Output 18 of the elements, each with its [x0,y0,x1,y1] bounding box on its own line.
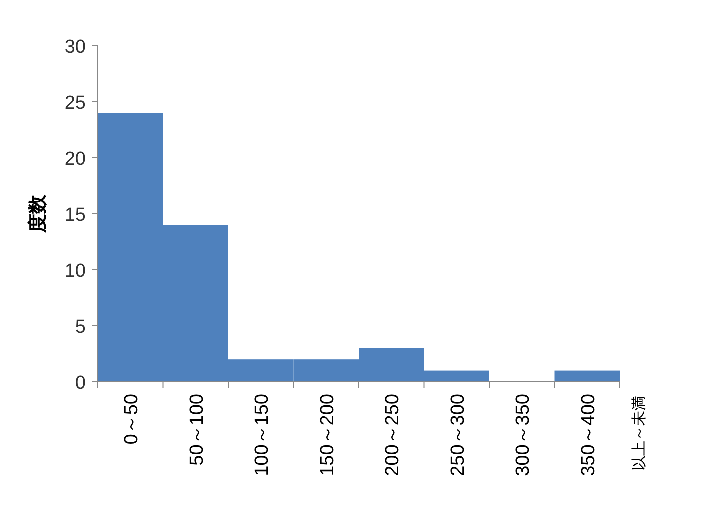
x-tick-label: 300～350 [513,394,534,476]
x-tick-label: 250～300 [448,394,469,476]
y-tick-label: 20 [64,149,86,170]
bar [554,370,620,382]
x-tick-label: 350～400 [578,394,600,476]
y-tick-label: 5 [75,317,86,338]
y-tick-label: 0 [75,373,86,394]
x-tick-label: 100～150 [252,394,274,476]
text: 以上～未満 [631,396,648,471]
y-axis-title: 度数 [27,194,49,234]
y-tick-label: 10 [64,261,86,282]
y-tick-label: 30 [64,37,86,58]
x-tick-label: 150～200 [317,394,338,476]
x-tick-label: 200～250 [382,394,404,476]
y-tick-label: 25 [64,93,86,114]
y-tick-label: 15 [64,205,86,226]
x-tick-label: 0～50 [122,394,143,445]
x-tick-label: 50～100 [186,394,208,466]
